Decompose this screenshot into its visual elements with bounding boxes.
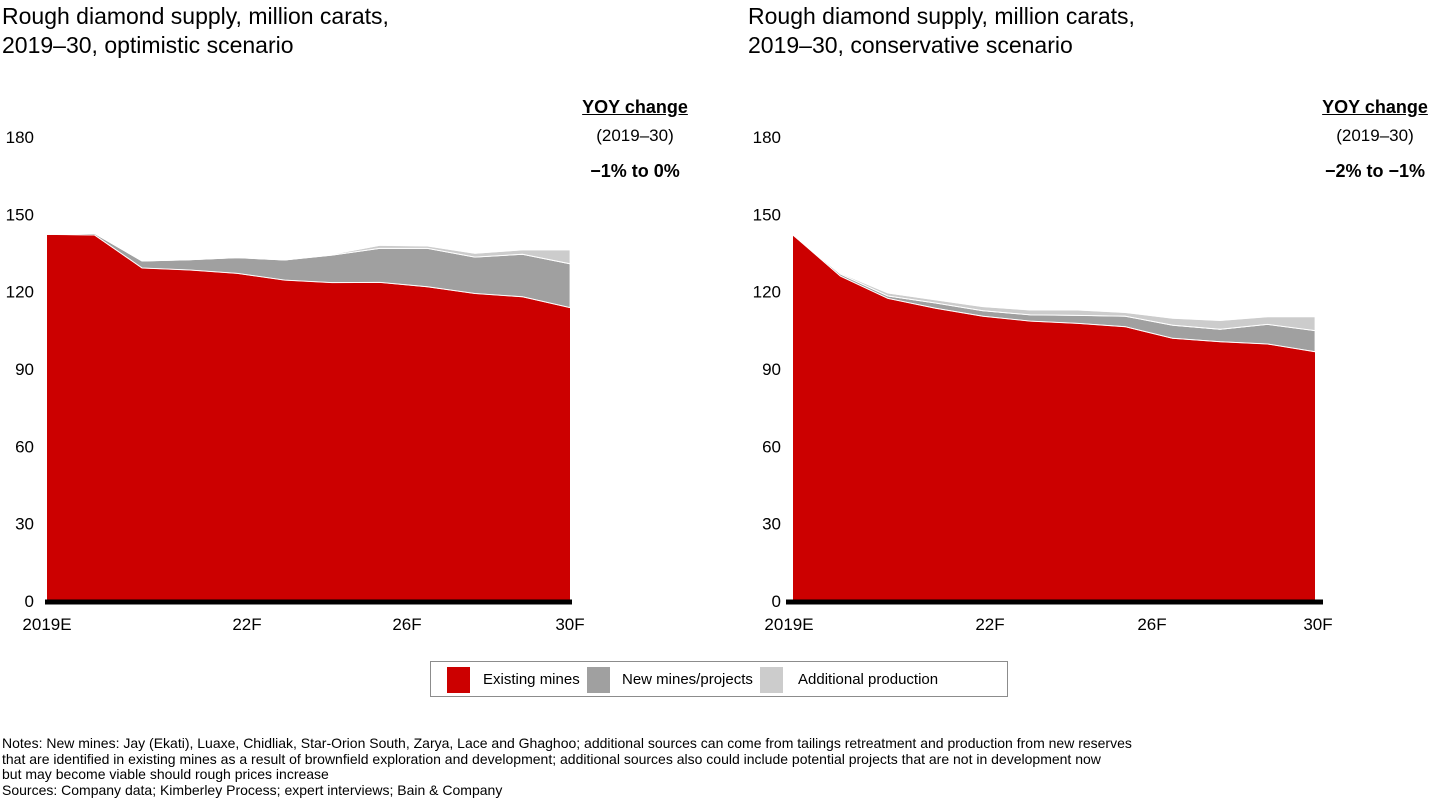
x-tick-label: 30F (1303, 615, 1332, 634)
left-area-chart: 0 30 60 90 120 150 180 2019E 22F 26F 30F (6, 128, 585, 634)
area-existing-mines (47, 234, 570, 601)
x-tick-label: 26F (1137, 615, 1166, 634)
boundary-additional-production (46, 232, 570, 262)
y-tick-label: 150 (753, 205, 781, 224)
boundary-existing-mines (792, 234, 1316, 353)
right-area-chart: 0 30 60 90 120 150 180 2019E 22F 26F 30F (753, 128, 1333, 634)
y-tick-label: 0 (772, 592, 781, 611)
left-yoy-header: YOY change (582, 97, 688, 117)
right-yoy-header: YOY change (1322, 97, 1428, 117)
left-chart-title: Rough diamond supply, million carats, 20… (2, 3, 389, 58)
y-tick-label: 90 (762, 360, 781, 379)
y-tick-label: 180 (6, 128, 34, 147)
x-tick-label: 2019E (22, 615, 71, 634)
x-tick-label: 22F (232, 615, 261, 634)
right-yoy-annotation: YOY change (2019–30) −2% to −1% (1300, 95, 1440, 182)
x-tick-label: 22F (975, 615, 1004, 634)
legend-label-existing-mines: Existing mines (483, 671, 580, 688)
legend: Existing mines New mines/projects Additi… (430, 661, 1008, 697)
left-yoy-period: (2019–30) (596, 126, 674, 145)
y-tick-label: 60 (762, 437, 781, 456)
y-tick-label: 60 (15, 437, 34, 456)
footnotes: Notes: New mines: Jay (Ekati), Luaxe, Ch… (2, 735, 1132, 798)
y-tick-label: 90 (15, 360, 34, 379)
y-tick-label: 120 (753, 283, 781, 302)
legend-label-additional-production: Additional production (798, 671, 939, 688)
y-tick-label: 180 (753, 128, 781, 147)
legend-swatch-new-mines (587, 667, 610, 693)
x-tick-label: 2019E (764, 615, 813, 634)
y-tick-label: 120 (6, 283, 34, 302)
sources-text: Sources: Company data; Kimberley Process… (2, 781, 503, 798)
y-tick-label: 0 (25, 592, 34, 611)
x-tick-label: 30F (555, 615, 584, 634)
boundary-new-mines (792, 234, 1316, 332)
y-tick-label: 30 (762, 515, 781, 534)
charts-canvas: 0 30 60 90 120 150 180 2019E 22F 26F 30F 0 30 60 90 12… (6, 128, 1333, 634)
y-tick-label: 150 (6, 205, 34, 224)
legend-swatch-additional-production (760, 667, 783, 693)
boundary-existing-mines (46, 233, 571, 309)
right-chart-title: Rough diamond supply, million carats, 20… (748, 3, 1135, 58)
x-tick-label: 26F (392, 615, 421, 634)
area-existing-mines (793, 235, 1315, 601)
legend-swatch-existing-mines (447, 667, 470, 693)
legend-label-new-mines: New mines/projects (622, 671, 753, 688)
y-tick-label: 30 (15, 515, 34, 534)
left-yoy-value: −1% to 0% (590, 161, 680, 181)
boundary-additional-production (792, 234, 1315, 322)
right-yoy-period: (2019–30) (1336, 126, 1414, 145)
right-yoy-value: −2% to −1% (1324, 161, 1426, 181)
left-yoy-annotation: YOY change (2019–30) −1% to 0% (560, 95, 710, 182)
notes-text: Notes: New mines: Jay (Ekati), Luaxe, Ch… (2, 735, 1132, 783)
